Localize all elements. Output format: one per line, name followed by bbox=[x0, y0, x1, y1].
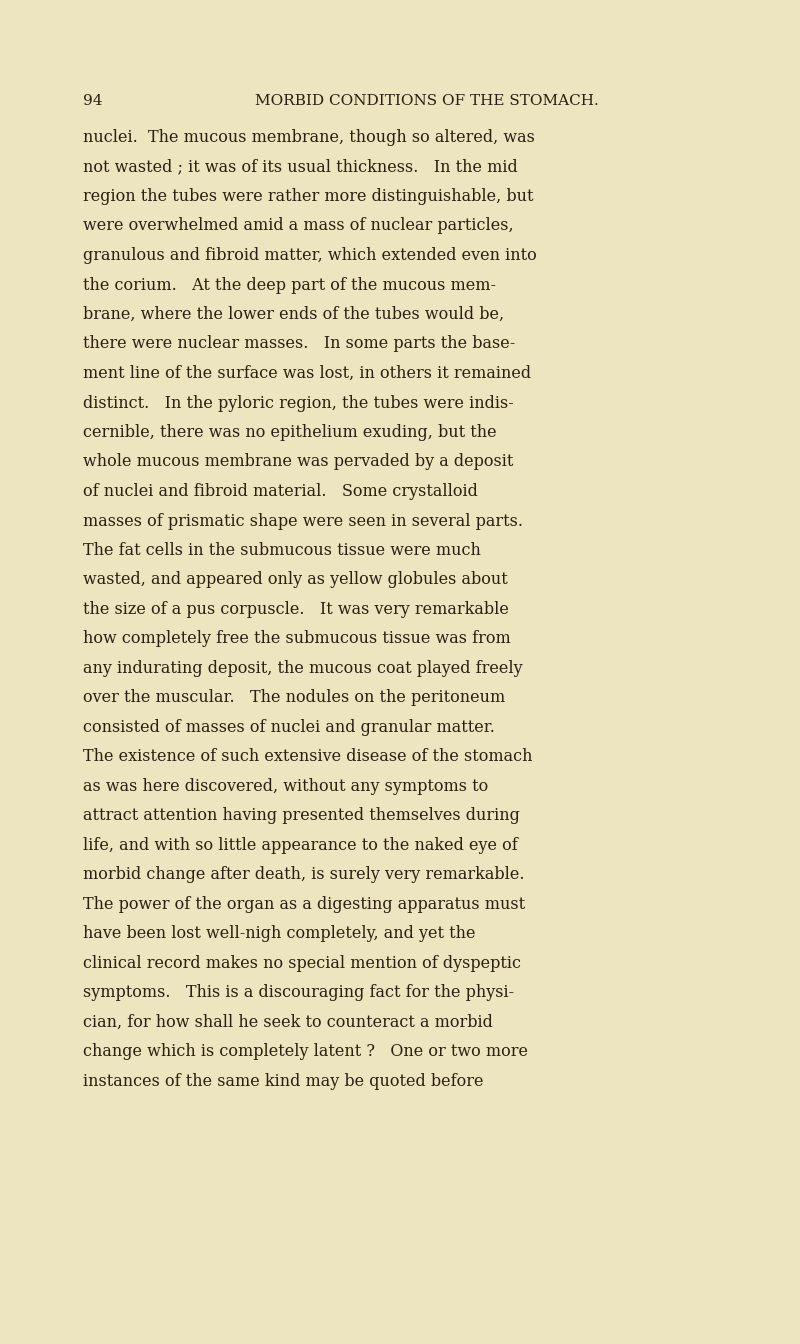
Text: MORBID CONDITIONS OF THE STOMACH.: MORBID CONDITIONS OF THE STOMACH. bbox=[255, 94, 598, 108]
Text: ment line of the surface was lost, in others it remained: ment line of the surface was lost, in ot… bbox=[83, 366, 531, 382]
Text: as was here discovered, without any symptoms to: as was here discovered, without any symp… bbox=[83, 778, 488, 796]
Text: the corium.   At the deep part of the mucous mem-: the corium. At the deep part of the muco… bbox=[83, 277, 496, 293]
Text: 94: 94 bbox=[83, 94, 102, 108]
Text: morbid change after death, is surely very remarkable.: morbid change after death, is surely ver… bbox=[83, 867, 525, 883]
Text: any indurating deposit, the mucous coat played freely: any indurating deposit, the mucous coat … bbox=[83, 660, 522, 677]
Text: whole mucous membrane was pervaded by a deposit: whole mucous membrane was pervaded by a … bbox=[83, 453, 514, 470]
Text: life, and with so little appearance to the naked eye of: life, and with so little appearance to t… bbox=[83, 837, 518, 853]
Text: wasted, and appeared only as yellow globules about: wasted, and appeared only as yellow glob… bbox=[83, 571, 508, 589]
Text: attract attention having presented themselves during: attract attention having presented thems… bbox=[83, 808, 520, 824]
Text: instances of the same kind may be quoted before: instances of the same kind may be quoted… bbox=[83, 1073, 483, 1090]
Text: The fat cells in the submucous tissue were much: The fat cells in the submucous tissue we… bbox=[83, 542, 481, 559]
Text: region the tubes were rather more distinguishable, but: region the tubes were rather more distin… bbox=[83, 188, 534, 206]
Text: not wasted ; it was of its usual thickness.   In the mid: not wasted ; it was of its usual thickne… bbox=[83, 159, 518, 176]
Text: of nuclei and fibroid material.   Some crystalloid: of nuclei and fibroid material. Some cry… bbox=[83, 482, 478, 500]
Text: symptoms.   This is a discouraging fact for the physi-: symptoms. This is a discouraging fact fo… bbox=[83, 985, 514, 1001]
Text: the size of a pus corpuscle.   It was very remarkable: the size of a pus corpuscle. It was very… bbox=[83, 601, 509, 618]
Text: cian, for how shall he seek to counteract a morbid: cian, for how shall he seek to counterac… bbox=[83, 1013, 493, 1031]
Text: were overwhelmed amid a mass of nuclear particles,: were overwhelmed amid a mass of nuclear … bbox=[83, 218, 514, 234]
Text: granulous and fibroid matter, which extended even into: granulous and fibroid matter, which exte… bbox=[83, 247, 537, 263]
Text: masses of prismatic shape were seen in several parts.: masses of prismatic shape were seen in s… bbox=[83, 512, 523, 530]
Text: cernible, there was no epithelium exuding, but the: cernible, there was no epithelium exudin… bbox=[83, 423, 497, 441]
Text: there were nuclear masses.   In some parts the base-: there were nuclear masses. In some parts… bbox=[83, 336, 515, 352]
Text: change which is completely latent ?   One or two more: change which is completely latent ? One … bbox=[83, 1043, 528, 1060]
Text: over the muscular.   The nodules on the peritoneum: over the muscular. The nodules on the pe… bbox=[83, 689, 506, 707]
Text: The existence of such extensive disease of the stomach: The existence of such extensive disease … bbox=[83, 749, 533, 766]
Text: have been lost well-nigh completely, and yet the: have been lost well-nigh completely, and… bbox=[83, 926, 475, 942]
Text: how completely free the submucous tissue was from: how completely free the submucous tissue… bbox=[83, 630, 510, 648]
Text: distinct.   In the pyloric region, the tubes were indis-: distinct. In the pyloric region, the tub… bbox=[83, 395, 514, 411]
Text: consisted of masses of nuclei and granular matter.: consisted of masses of nuclei and granul… bbox=[83, 719, 495, 737]
Text: clinical record makes no special mention of dyspeptic: clinical record makes no special mention… bbox=[83, 956, 521, 972]
Text: brane, where the lower ends of the tubes would be,: brane, where the lower ends of the tubes… bbox=[83, 306, 504, 323]
Text: nuclei.  The mucous membrane, though so altered, was: nuclei. The mucous membrane, though so a… bbox=[83, 129, 535, 146]
Text: The power of the organ as a digesting apparatus must: The power of the organ as a digesting ap… bbox=[83, 896, 525, 913]
